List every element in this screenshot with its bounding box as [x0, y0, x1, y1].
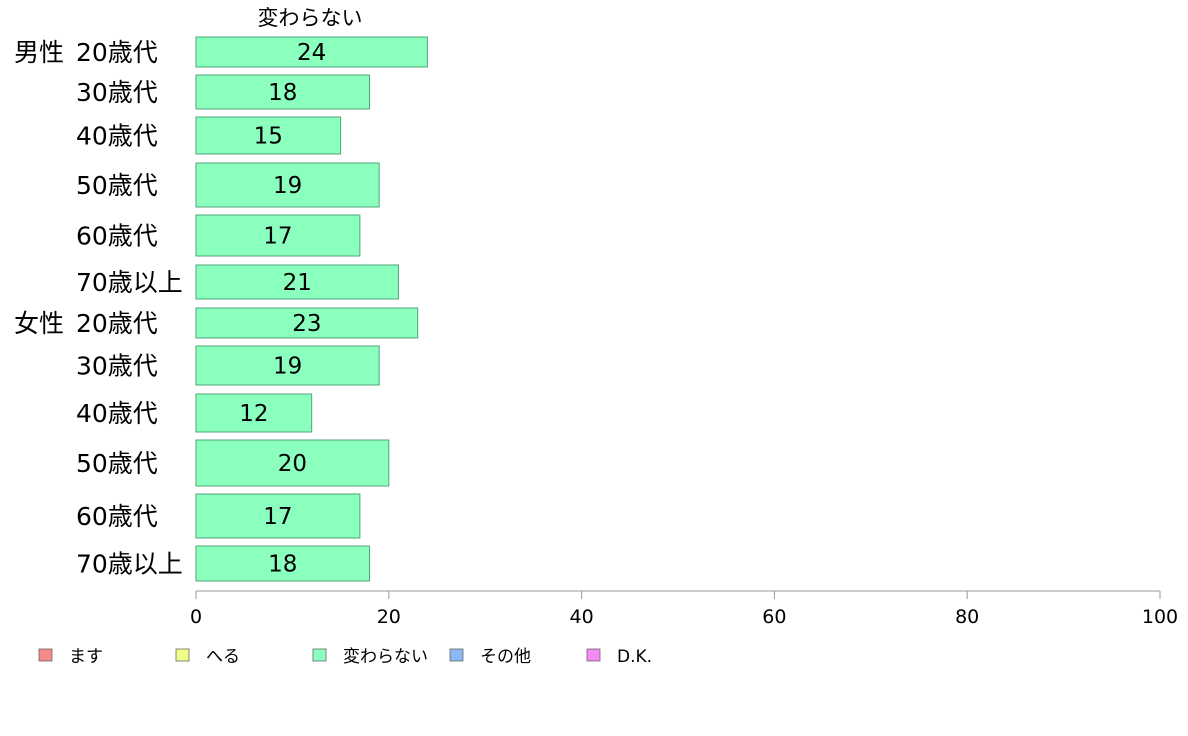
bar-value-label: 24: [297, 40, 326, 66]
chart-title: 変わらない: [258, 6, 363, 30]
legend-label: その他: [480, 647, 531, 667]
legend-swatch: [175, 648, 190, 662]
x-tick-label: 80: [955, 606, 979, 628]
category-label: 60歳代: [76, 502, 158, 531]
bar-value-label: 19: [273, 173, 302, 199]
x-tick-label: 60: [762, 606, 786, 628]
bar-value-label: 18: [268, 552, 297, 578]
legend-swatch: [312, 648, 327, 662]
x-tick-label: 100: [1142, 606, 1178, 628]
x-axis: 0 20 40 60 80 100: [190, 590, 1178, 628]
category-label: 40歳代: [76, 399, 158, 428]
category-label: 20歳代: [76, 309, 158, 338]
category-label: 70歳以上: [76, 268, 183, 297]
x-tick-label: 40: [570, 606, 594, 628]
category-label: 40歳代: [76, 122, 158, 151]
group-label-male: 男性: [14, 38, 64, 67]
category-label: 20歳代: [76, 38, 158, 67]
x-tick-label: 20: [377, 606, 401, 628]
bar: [195, 264, 399, 300]
legend-label: 変わらない: [343, 647, 428, 667]
category-label: 30歳代: [76, 352, 158, 381]
category-label: 60歳代: [76, 222, 158, 251]
legend-label: ます: [69, 647, 103, 667]
bar: [195, 439, 390, 487]
bar-value-label: 21: [283, 270, 312, 296]
bar-value-label: 20: [278, 451, 307, 477]
legend-swatch: [449, 648, 464, 662]
bar: [195, 307, 419, 339]
legend-label: へる: [206, 647, 240, 667]
bar-value-label: 18: [268, 80, 297, 106]
bar: [195, 36, 428, 68]
bar: [195, 545, 371, 582]
bar: [195, 393, 313, 433]
bar: [195, 493, 361, 539]
legend-swatch: [38, 648, 53, 662]
bar: [195, 74, 371, 110]
bar: [195, 345, 380, 386]
bar: [195, 116, 342, 155]
bar-value-label: 12: [239, 401, 268, 427]
bar: [195, 162, 380, 208]
legend-label: D.K.: [617, 647, 652, 667]
group-label-female: 女性: [14, 309, 64, 338]
legend: ます へる 変わらない その他 D.K.: [38, 647, 652, 667]
bar-value-label: 19: [273, 354, 302, 380]
bars-layer: 24 20歳代 18 30歳代 15 40歳代 19 50歳代 17 60歳代 21 70歳以上 23 2…: [76, 36, 428, 582]
legend-swatch: [586, 648, 601, 662]
category-label: 30歳代: [76, 78, 158, 107]
bar-value-label: 17: [263, 504, 292, 530]
bar: [195, 214, 361, 257]
bar-value-label: 17: [263, 224, 292, 250]
category-label: 50歳代: [76, 449, 158, 478]
category-label: 50歳代: [76, 171, 158, 200]
bar-value-label: 23: [292, 311, 321, 337]
category-label: 70歳以上: [76, 550, 183, 579]
x-tick-label: 0: [190, 606, 202, 628]
bar-value-label: 15: [254, 124, 283, 150]
